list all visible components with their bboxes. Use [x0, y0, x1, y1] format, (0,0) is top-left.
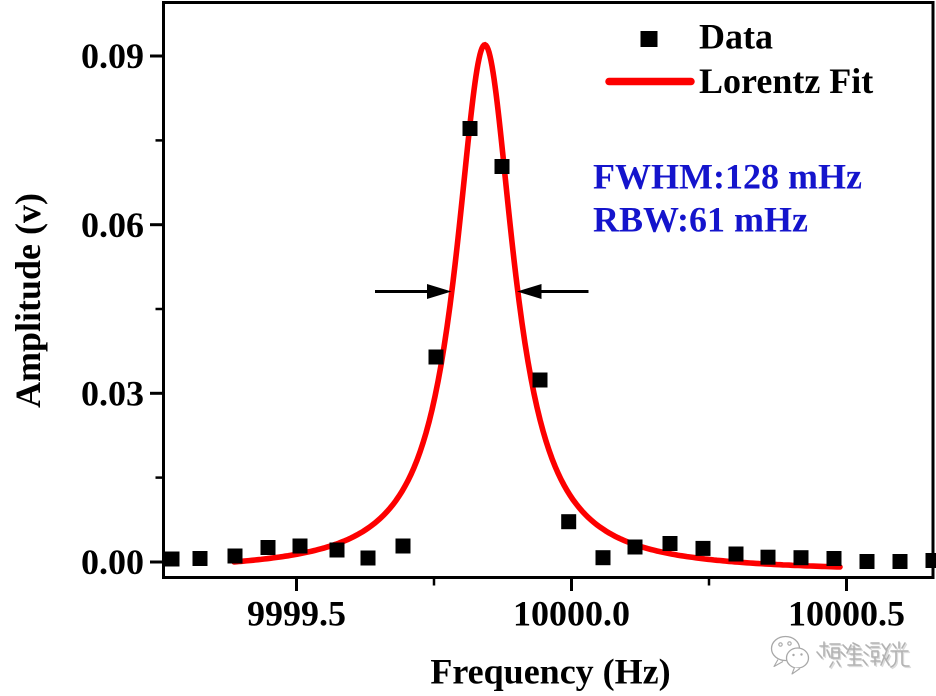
svg-text:0.00: 0.00 — [81, 542, 144, 582]
svg-text:10000.5: 10000.5 — [788, 594, 905, 634]
svg-text:0.06: 0.06 — [81, 205, 144, 245]
svg-text:FWHM:128 mHz: FWHM:128 mHz — [593, 157, 862, 197]
svg-text:Frequency (Hz): Frequency (Hz) — [430, 652, 670, 692]
svg-text:Lorentz Fit: Lorentz Fit — [699, 61, 873, 101]
svg-text:Data: Data — [699, 17, 773, 57]
svg-text:Amplitude (v): Amplitude (v) — [8, 193, 48, 408]
svg-text:0.03: 0.03 — [81, 374, 144, 414]
svg-text:RBW:61 mHz: RBW:61 mHz — [593, 200, 808, 240]
svg-text:9999.5: 9999.5 — [247, 594, 346, 634]
svg-text:0.09: 0.09 — [81, 36, 144, 76]
svg-text:10000.0: 10000.0 — [513, 594, 630, 634]
